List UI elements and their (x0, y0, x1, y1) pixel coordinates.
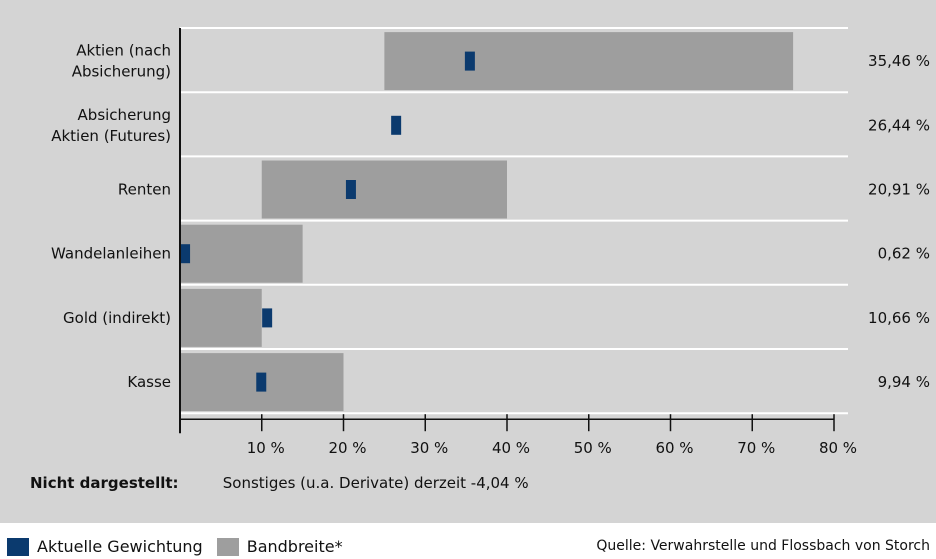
x-tick-label: 10 % (247, 439, 285, 457)
x-tick-label: 40 % (492, 439, 530, 457)
current-weight-marker (262, 308, 273, 328)
value-label: 20,91 % (868, 181, 930, 199)
current-weight-marker (391, 115, 402, 135)
legend-label-current: Aktuelle Gewichtung (37, 537, 203, 556)
legend-item-range: Bandbreite* (216, 537, 343, 556)
source-note: Quelle: Verwahrstelle und Flossbach von … (596, 538, 930, 554)
value-label: 10,66 % (868, 309, 930, 327)
current-weight-marker (464, 51, 475, 71)
value-label: 35,46 % (868, 52, 930, 70)
footnote-label: Nicht dargestellt: (30, 474, 179, 492)
category-label: Absicherung Aktien (Futures) (51, 106, 171, 145)
range-bar (180, 224, 303, 283)
category-label: Aktien (nach Absicherung) (72, 42, 171, 81)
current-weight-marker (256, 372, 267, 392)
category-label: Wandelanleihen (51, 245, 171, 263)
x-tick-label: 60 % (655, 439, 693, 457)
legend-label-range: Bandbreite* (246, 537, 343, 556)
legend-swatch-range (216, 537, 239, 556)
value-label: 26,44 % (868, 116, 930, 134)
range-bar (261, 160, 507, 219)
x-tick-label: 50 % (574, 439, 612, 457)
legend-item-current: Aktuelle Gewichtung (7, 537, 203, 556)
legend: Aktuelle Gewichtung Bandbreite* (7, 537, 357, 556)
category-label: Kasse (127, 373, 171, 391)
x-tick-label: 20 % (328, 439, 366, 457)
current-weight-marker (345, 180, 356, 199)
bar-chart: Aktien (nach Absicherung) 35,46 % Absicheru… (51, 27, 930, 457)
x-tick-label: 70 % (737, 439, 775, 457)
legend-swatch-current (7, 537, 29, 556)
range-bar (180, 288, 262, 347)
chart-panel: Aktien (nach Absicherung) 35,46 % Absicheru… (0, 0, 936, 523)
category-label: Renten (118, 181, 171, 199)
footnote: Nicht dargestellt: Sonstiges (u.a. Deriv… (30, 474, 529, 492)
range-bar (384, 32, 794, 91)
value-label: 0,62 % (878, 245, 930, 263)
value-label: 9,94 % (878, 373, 930, 391)
current-weight-marker (180, 244, 191, 264)
footnote-text: Sonstiges (u.a. Derivate) derzeit -4,04 … (222, 474, 529, 492)
category-label: Gold (indirekt) (63, 309, 171, 327)
x-tick-label: 30 % (410, 439, 448, 457)
x-tick-label: 80 % (819, 439, 857, 457)
